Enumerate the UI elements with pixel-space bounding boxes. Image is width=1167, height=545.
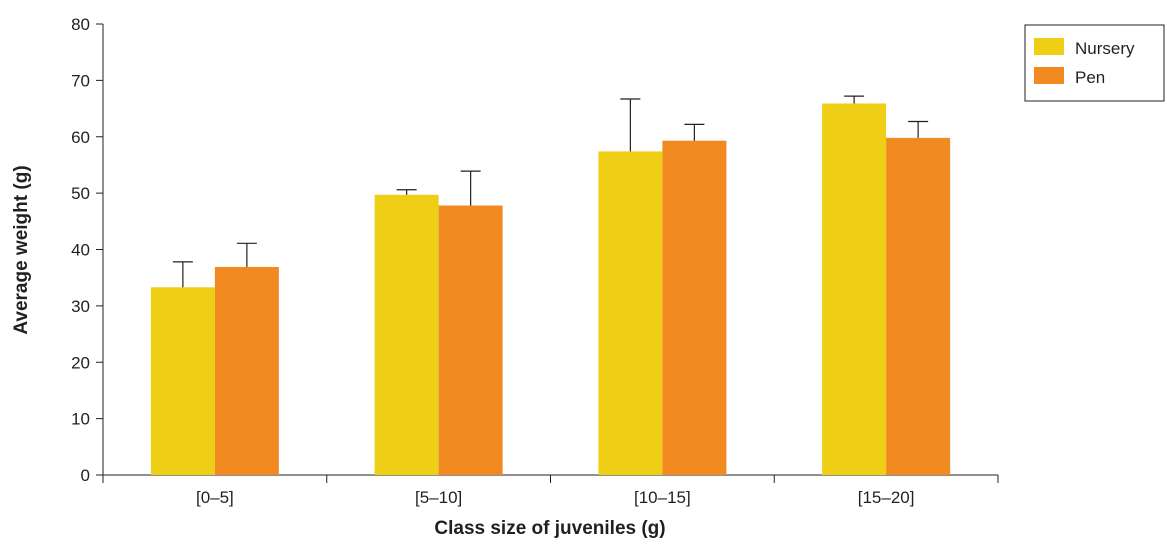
y-axis-title: Average weight (g)	[11, 165, 32, 334]
y-tick-label: 60	[71, 128, 90, 147]
bar-pen-0	[214, 266, 279, 475]
bar-pen-1	[438, 205, 503, 475]
legend-label-pen: Pen	[1075, 68, 1105, 87]
y-tick-label: 20	[71, 353, 90, 372]
x-axis: [0–5] [5–10] [10–15] [15–20]	[102, 474, 999, 507]
bar-pen-3	[886, 137, 951, 475]
x-axis-title: Class size of juveniles (g)	[434, 518, 665, 539]
y-axis: 0 10 20 30 40 50 60 70 80	[71, 15, 104, 485]
legend-swatch-nursery	[1034, 38, 1064, 55]
y-tick-label: 30	[71, 297, 90, 316]
bar-nursery-2	[598, 151, 663, 475]
y-tick-label: 50	[71, 184, 90, 203]
x-tick-label: [10–15]	[634, 488, 691, 507]
bars	[150, 103, 951, 476]
bar-nursery-3	[822, 103, 887, 476]
bar-nursery-1	[374, 194, 439, 475]
y-tick-label: 80	[71, 15, 90, 34]
x-tick-label: [5–10]	[415, 488, 462, 507]
legend-box	[1024, 24, 1165, 102]
y-tick-label: 40	[71, 241, 90, 260]
y-tick-label: 0	[81, 466, 90, 485]
y-tick-label: 10	[71, 410, 90, 429]
bar-nursery-0	[150, 287, 215, 475]
x-tick-label: [15–20]	[858, 488, 915, 507]
legend: Nursery Pen	[1024, 24, 1165, 102]
bar-pen-2	[662, 140, 727, 476]
y-tick-label: 70	[71, 71, 90, 90]
x-tick-label: [0–5]	[196, 488, 234, 507]
legend-label-nursery: Nursery	[1075, 39, 1135, 58]
error-bars	[172, 95, 929, 288]
legend-swatch-pen	[1034, 67, 1064, 84]
